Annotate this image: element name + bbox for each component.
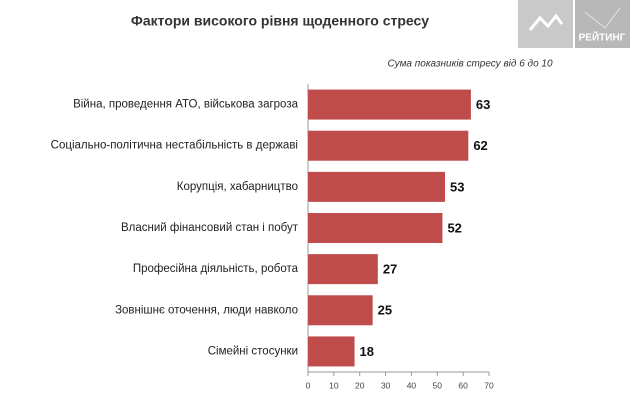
bar [308,89,471,120]
logo-icon [528,13,564,31]
logo-box [575,0,630,48]
x-tick-label: 0 [306,380,311,390]
y-tick-label: Соціально-політична нестабільність в дер… [51,140,298,152]
y-tick-label: Зовнішнє оточення, люди навколо [115,304,298,316]
x-tick-label: 70 [484,380,494,390]
value-label: 63 [476,97,490,112]
x-tick-label: 30 [381,380,391,390]
chart-title: Фактори високого рівня щоденного стресу [131,13,429,29]
x-tick-label: 50 [433,380,443,390]
value-label: 52 [447,220,461,235]
logo-icon [584,7,621,29]
bar [308,295,373,326]
y-tick-label: Власний фінансовий стан і побут [121,222,299,234]
y-tick-label: Професійна діяльність, робота [133,263,299,275]
x-tick-label: 40 [407,380,417,390]
bar [308,254,378,285]
value-label: 18 [360,344,374,359]
x-tick-label: 10 [329,380,339,390]
bar [308,213,443,243]
x-tick-label: 60 [458,380,468,390]
bar [308,171,446,202]
value-label: 27 [383,262,397,277]
y-tick-label: Корупція, хабарництво [177,181,298,193]
value-label: 62 [473,138,487,153]
chart-subtitle: Сума показників стресу від 6 до 10 [387,59,552,70]
y-tick-label: Сімейні стосунки [208,345,298,357]
y-tick-label: Війна, проведення АТО, військова загроза [73,99,299,111]
bar [308,130,469,161]
bar [308,336,355,367]
value-label: 53 [450,179,464,194]
value-label: 25 [378,303,392,318]
logo-text: РЕЙТИНГ [579,31,626,44]
x-tick-label: 20 [355,380,365,390]
